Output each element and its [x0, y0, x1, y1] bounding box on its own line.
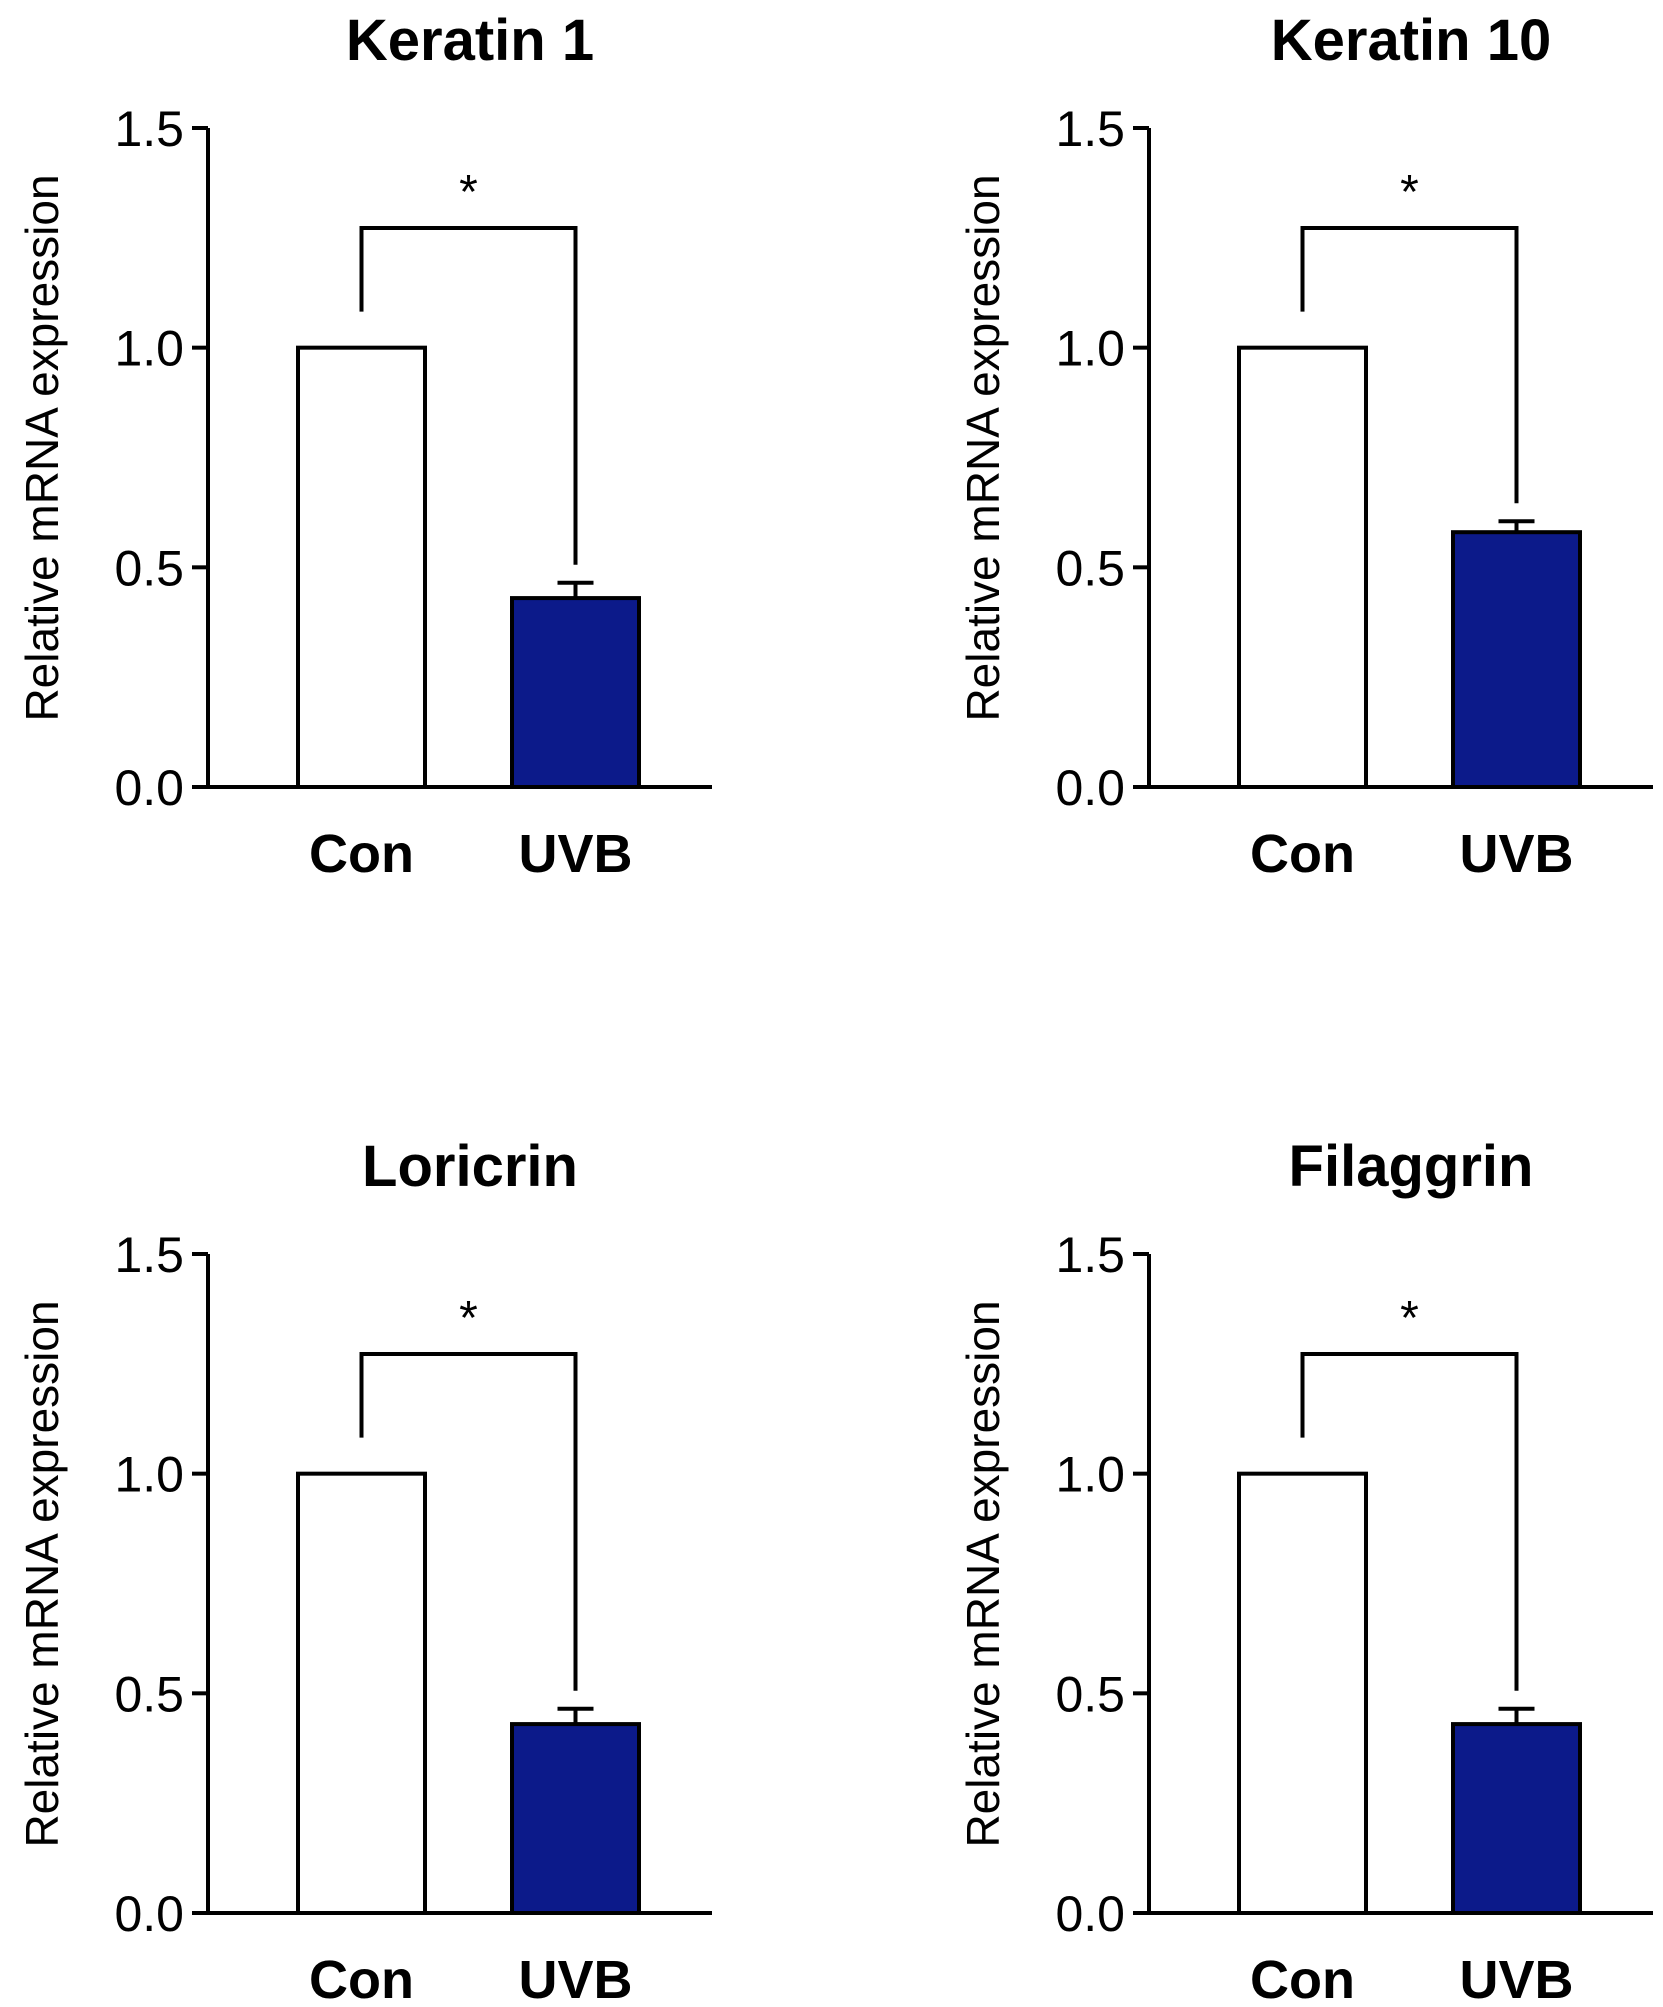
y-tick-label: 1.0 [1055, 1447, 1125, 1503]
y-tick-label: 1.5 [114, 101, 184, 157]
significance-label: * [1400, 166, 1419, 219]
significance-bracket [1300, 226, 1519, 504]
y-axis-label: Relative mRNA expression [957, 1300, 1009, 1847]
y-tick-label: 1.5 [1055, 1227, 1125, 1283]
y-tick-label: 0.0 [114, 1886, 184, 1942]
x-category-label: UVB [1459, 824, 1573, 884]
chart-title: Keratin 10 [1271, 8, 1551, 73]
chart-title: Loricrin [362, 1134, 578, 1199]
y-axis-label: Relative mRNA expression [16, 174, 68, 721]
y-tick-label: 0.0 [114, 760, 184, 816]
bar-uvb [1451, 1722, 1582, 1915]
significance-bracket [359, 1352, 578, 1691]
chart-panel-2: Keratin 10 Relative mRNA expression 0.0 0.5… [957, 8, 1653, 884]
y-tick-label: 1.0 [1055, 321, 1125, 377]
y-tick-label: 0.5 [114, 1666, 184, 1722]
significance-label: * [459, 1292, 478, 1345]
bar-con [1237, 345, 1368, 789]
bar-con [296, 345, 427, 789]
y-tick-label: 0.5 [1055, 1666, 1125, 1722]
significance-label: * [459, 166, 478, 219]
y-tick-label: 0.0 [1055, 1886, 1125, 1942]
x-category-label: UVB [518, 824, 632, 884]
y-tick-label: 1.0 [114, 321, 184, 377]
x-category-label: Con [1250, 824, 1355, 884]
y-tick-label: 1.5 [1055, 101, 1125, 157]
x-category-label: Con [309, 1950, 414, 2002]
x-category-label: Con [1250, 1950, 1355, 2002]
y-tick-label: 1.0 [114, 1447, 184, 1503]
chart-panel-1: Keratin 1 Relative mRNA expression 0.0 0.5 1… [16, 8, 712, 884]
bar-con [296, 1471, 427, 1915]
bar-con [1237, 1471, 1368, 1915]
significance-label: * [1400, 1292, 1419, 1345]
significance-bracket [1300, 1352, 1519, 1691]
significance-bracket [359, 226, 578, 565]
y-tick-label: 0.5 [1055, 540, 1125, 596]
x-category-label: Con [309, 824, 414, 884]
y-tick-label: 0.5 [114, 540, 184, 596]
x-category-label: UVB [518, 1950, 632, 2002]
bar-uvb [1451, 530, 1582, 789]
chart-panel-3: Loricrin Relative mRNA expression 0.0 0.5 1.… [16, 1134, 712, 2007]
y-tick-label: 1.5 [114, 1227, 184, 1283]
chart-panel-4: Filaggrin Relative mRNA expression 0.0 0.5 1… [957, 1134, 1653, 2007]
bar-uvb [510, 1722, 641, 1915]
y-axis-label: Relative mRNA expression [957, 174, 1009, 721]
bar-uvb [510, 596, 641, 789]
chart-title: Keratin 1 [346, 8, 594, 73]
x-category-label: UVB [1459, 1950, 1573, 2002]
y-tick-label: 0.0 [1055, 760, 1125, 816]
chart-title: Filaggrin [1289, 1134, 1534, 1199]
y-axis-label: Relative mRNA expression [16, 1300, 68, 1847]
